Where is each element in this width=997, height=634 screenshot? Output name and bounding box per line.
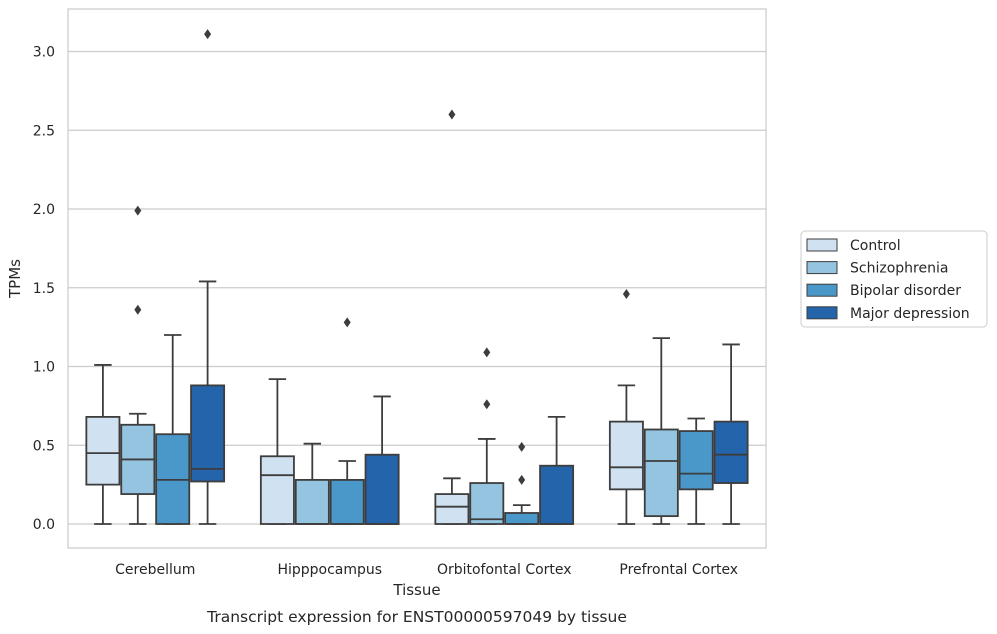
chart-caption: Transcript expression for ENST0000059704… [206,608,627,626]
y-tick-labels: 0.0 0.5 1.0 1.5 2.0 2.5 3.0 [33,45,55,534]
legend-swatch [806,261,838,275]
outlier-point [343,317,351,328]
box-3-1 [643,337,679,525]
legend-frame [800,230,988,328]
outlier-point [204,29,212,40]
box-0-3 [190,29,226,525]
box-0-1 [120,205,156,525]
box-body [608,420,644,491]
y-tick-label: 0.5 [33,438,55,454]
outlier-point [622,289,630,300]
y-tick-label: 2.0 [33,202,55,218]
boxes-layer [85,29,749,525]
box-body [643,428,679,518]
box-body [329,478,365,525]
x-tick-labels: Cerebellum Hipppocampus Orbitofontal Corte… [115,562,738,578]
x-tick-label: Prefrontal Cortex [619,562,738,578]
x-tick-label: Orbitofontal Cortex [437,562,572,578]
box-3-0 [608,289,644,525]
y-tick-label: 1.5 [33,281,55,297]
box-1-2 [329,317,365,525]
box-1-1 [294,442,330,525]
y-tick-label: 0.0 [33,517,55,533]
legend-label: Major depression [850,306,970,322]
box-2-1 [469,347,505,525]
legend-swatch [806,238,838,252]
box-body [294,478,330,525]
y-tick-label: 3.0 [33,45,55,61]
legend-label: Schizophrenia [850,261,948,277]
outlier-point [483,399,491,410]
box-body [190,384,226,483]
box-0-0 [85,364,121,525]
box-2-2 [504,441,540,525]
box-body [539,464,575,525]
legend-swatch [806,283,838,297]
legend-label: Bipolar disorder [850,283,961,299]
y-axis-label: TPMs [6,259,24,299]
box-body [713,420,749,484]
outlier-point [134,205,142,216]
box-body [678,430,714,491]
x-tick-label: Cerebellum [115,562,195,578]
x-axis-label: Tissue [392,581,440,599]
y-tick-label: 2.5 [33,123,55,139]
box-body [434,493,470,525]
y-tick-label: 1.0 [33,360,55,376]
box-body [469,482,505,525]
box-3-2 [678,417,714,525]
box-1-3 [364,395,400,525]
box-2-3 [539,415,575,525]
legend: Control Schizophrenia Bipolar disorder Majo… [800,230,988,328]
plot-frame [67,8,767,549]
box-body [85,415,121,486]
box-body [259,455,295,525]
outlier-point [134,304,142,315]
outlier-point [483,347,491,358]
outlier-point [518,441,526,452]
box-body [364,453,400,525]
box-3-3 [713,343,749,525]
x-tick-label: Hipppocampus [277,562,382,578]
outlier-point [448,109,456,120]
outlier-point [518,474,526,485]
legend-swatch [806,306,838,320]
box-0-2 [155,334,191,525]
legend-label: Control [850,238,901,254]
box-1-0 [259,378,295,525]
box-2-0 [434,109,470,525]
box-body [504,512,540,525]
